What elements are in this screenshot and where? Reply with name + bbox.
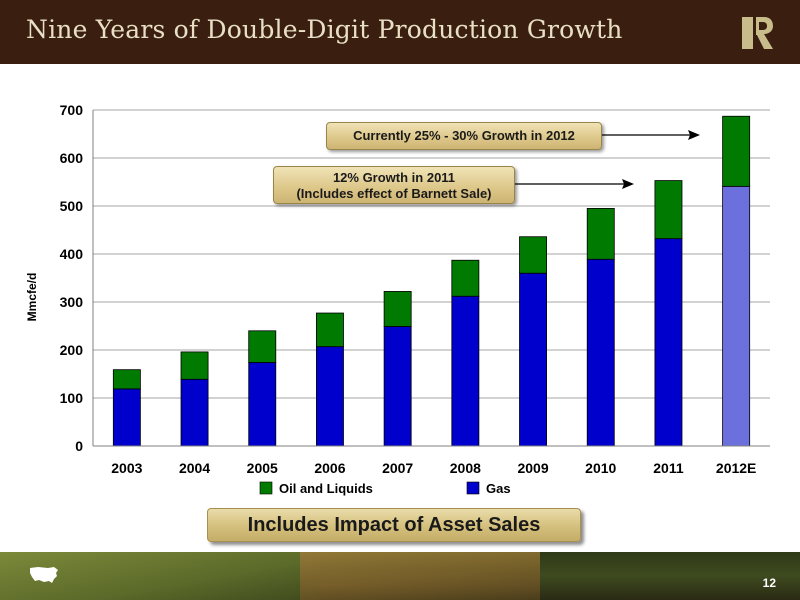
y-tick-label: 500	[60, 198, 84, 214]
x-tick-label: 2005	[247, 460, 278, 476]
y-tick-label: 600	[60, 150, 84, 166]
company-logo-icon	[738, 13, 776, 53]
x-tick-label: 2010	[585, 460, 616, 476]
banner-text: Includes Impact of Asset Sales	[247, 513, 541, 536]
x-tick-label: 2008	[450, 460, 481, 476]
bar-gas-2010	[586, 258, 615, 447]
legend-label-gas: Gas	[486, 481, 511, 496]
bar-oil-and-liquids-2010	[586, 207, 615, 260]
bar-gas-2003	[112, 388, 141, 447]
y-tick-label: 0	[75, 438, 83, 454]
page-title: Nine Years of Double-Digit Production Gr…	[26, 15, 623, 44]
y-tick-label: 400	[60, 246, 84, 262]
x-tick-label: 2006	[314, 460, 345, 476]
usa-map-icon	[30, 567, 58, 583]
bar-gas-2011	[654, 238, 683, 447]
legend-swatch-gas	[466, 481, 480, 495]
callout-growth-2011-line1: 12% Growth in 2011	[332, 170, 456, 185]
legend-label-oil-and-liquids: Oil and Liquids	[279, 481, 373, 496]
x-tick-label: 2011	[653, 460, 684, 476]
legend-swatch-oil-and-liquids	[259, 481, 273, 495]
production-chart: 0 100 200 300 400 500 600 700 2003 2004 2005 2006 20…	[25, 102, 770, 496]
x-tick-label: 2007	[382, 460, 413, 476]
arrow-2012-head	[688, 130, 700, 140]
bar-gas-2009	[519, 272, 547, 447]
bar-oil-and-liquids-2005	[248, 330, 277, 363]
callout-arrows	[515, 130, 700, 189]
bar-gas-2006	[316, 346, 344, 447]
callout-growth-2012: Currently 25% - 30% Growth in 2012	[326, 122, 602, 150]
callout-growth-2012-text: Currently 25% - 30% Growth in 2012	[353, 128, 575, 143]
callout-growth-2011-line2: (Includes effect of Barnett Sale)	[296, 186, 492, 201]
y-tick-label: 300	[60, 294, 84, 310]
bar-oil-and-liquids-2006	[316, 312, 344, 348]
bar-gas-2007	[383, 326, 412, 447]
bar-oil-and-liquids-2003	[112, 369, 141, 390]
y-axis-label: Mmcfe/d	[25, 273, 39, 322]
chart-bars	[112, 115, 751, 447]
bar-gas-2005	[248, 362, 277, 447]
page-number: 12	[762, 576, 776, 590]
y-tick-label: 700	[60, 102, 84, 118]
chart-legend: Oil and Liquids Gas	[259, 481, 511, 496]
x-tick-label: 2003	[111, 460, 142, 476]
x-tick-label: 2012E	[716, 460, 756, 476]
footer-landscape: 12	[0, 552, 800, 600]
x-tick-label: 2009	[517, 460, 548, 476]
callout-growth-2011: 12% Growth in 2011 (Includes effect of B…	[273, 166, 515, 204]
bar-oil-and-liquids-2012e	[722, 115, 751, 187]
bar-oil-and-liquids-2004	[180, 351, 209, 380]
arrow-2011-head	[622, 179, 634, 189]
y-tick-label: 100	[60, 390, 84, 406]
bar-oil-and-liquids-2007	[383, 291, 412, 327]
bar-gas-2004	[180, 378, 209, 447]
bar-gas-2012e	[722, 185, 751, 447]
chart-axes: 0 100 200 300 400 500 600 700 2003 2004 2005 2006 20…	[60, 102, 770, 476]
bar-oil-and-liquids-2008	[451, 259, 480, 297]
y-tick-label: 200	[60, 342, 84, 358]
x-tick-label: 2004	[179, 460, 210, 476]
bar-gas-2008	[451, 295, 480, 447]
bar-oil-and-liquids-2009	[519, 236, 547, 274]
asset-sales-banner: Includes Impact of Asset Sales	[207, 508, 581, 542]
bar-oil-and-liquids-2011	[654, 180, 683, 240]
header-bar: Nine Years of Double-Digit Production Gr…	[0, 0, 800, 64]
